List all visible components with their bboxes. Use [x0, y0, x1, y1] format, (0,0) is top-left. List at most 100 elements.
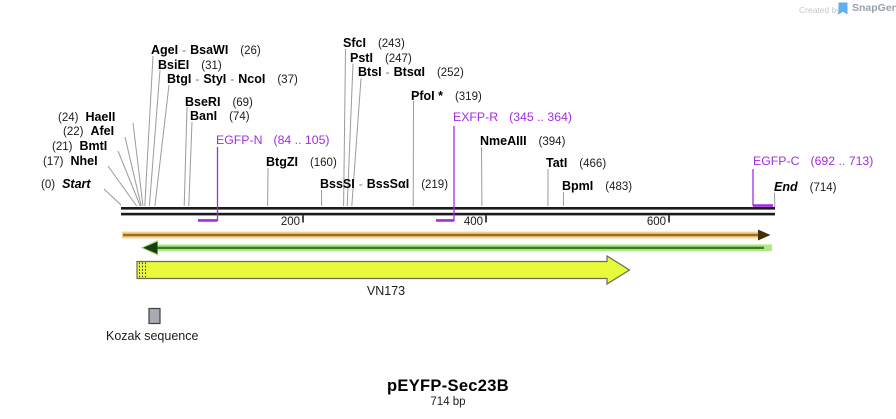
primer-name: EXFP-R — [453, 110, 499, 124]
enzyme-pos: (160) — [309, 157, 337, 169]
enzyme-pos: (37) — [277, 74, 298, 86]
enzyme-pos: (247) — [384, 53, 412, 65]
leader-btgi — [154, 84, 170, 207]
map-start-label: (0) Start — [41, 177, 91, 192]
axis-label-200: 200 — [280, 216, 300, 228]
enzyme-label-btsi-btsai: BtsI - BtsαI (252) — [358, 65, 464, 80]
enzyme-pos: (31) — [201, 60, 222, 72]
enzyme-pos: (17) — [43, 156, 64, 168]
enzyme-label-bseri: BseRI (69) — [185, 95, 253, 110]
enzyme-label-tati: TatI (466) — [546, 156, 606, 171]
enzyme-label-bani: BanI (74) — [190, 109, 250, 124]
enzyme-name: StyI — [203, 72, 227, 86]
enzyme-pos: (466) — [579, 158, 607, 170]
enzyme-label-sfci: SfcI (243) — [343, 36, 405, 51]
enzyme-label-nhei: (17) NheI — [43, 154, 98, 169]
enzyme-name: TatI — [546, 156, 568, 170]
start-name: Start — [62, 177, 91, 191]
kozak-sequence-label: Kozak sequence — [106, 329, 199, 343]
end-pos: (714) — [809, 182, 837, 194]
leader-nhei — [107, 165, 138, 207]
primer-callouts — [198, 126, 773, 222]
enzyme-name: PfoI * — [411, 89, 443, 103]
backbone-top-strand — [121, 207, 775, 210]
enzyme-name: AfeI — [90, 124, 115, 138]
enzyme-label-bsssi-bsssai: BssSI - BssSαI (219) — [320, 177, 448, 192]
primer-name: EGFP-C — [753, 154, 800, 168]
enzyme-name: HaeII — [85, 110, 116, 124]
enzyme-label-btgi-styi-ncoi: BtgI - StyI - NcoI (37) — [167, 72, 298, 87]
enzyme-name: BssSαI — [366, 177, 410, 191]
enzyme-name: PstI — [350, 51, 373, 65]
enzyme-name: BsaWI — [190, 43, 229, 57]
enzyme-label-btgzi: BtgZI (160) — [266, 155, 337, 170]
enzyme-name: BmtI — [79, 139, 108, 153]
enzyme-pos: (21) — [52, 141, 73, 153]
leader-bsiei — [148, 69, 161, 207]
enzyme-name: BtsαI — [393, 65, 425, 79]
leader-start — [103, 188, 122, 206]
enzyme-pos: (26) — [240, 45, 261, 57]
enzyme-label-pfoi: PfoI * (319) — [411, 89, 482, 104]
enzyme-pos: (219) — [421, 179, 449, 191]
axis-label-600: 600 — [646, 216, 666, 228]
vn173-feature-label: VN173 — [366, 284, 406, 298]
enzyme-label-nmeaiii: NmeAIII (394) — [480, 134, 565, 149]
enzyme-pos: (319) — [454, 91, 482, 103]
enzyme-label-bmti: (21) BmtI — [52, 139, 107, 154]
enzyme-label-afei: (22) AfeI — [63, 124, 114, 139]
primer-name: EGFP-N — [216, 133, 263, 147]
leader-bani — [188, 121, 193, 207]
enzyme-name: BtsI — [358, 65, 382, 79]
enzyme-separator: - — [230, 72, 235, 86]
primer-range: (692 .. 713) — [810, 154, 874, 168]
enzyme-pos: (483) — [605, 181, 633, 193]
enzyme-separator: - — [385, 65, 390, 79]
enzyme-label-psti: PstI (247) — [350, 51, 412, 66]
enzyme-pos: (252) — [436, 67, 464, 79]
primer-label-exfp-r: EXFP-R (345 .. 364) — [453, 111, 572, 124]
forward-strand-arrow — [122, 229, 771, 241]
vn173-arrow-shape — [136, 254, 631, 286]
enzyme-name: BanI — [190, 109, 218, 123]
axis-label-400: 400 — [463, 216, 483, 228]
enzyme-name: BpmI — [562, 179, 594, 193]
enzyme-separator: - — [358, 177, 363, 191]
snapgene-flag-shape — [838, 2, 848, 15]
enzyme-pos: (24) — [58, 112, 79, 124]
leader-btsi — [351, 78, 362, 207]
leader-psti — [346, 63, 354, 207]
leader-sfci — [343, 48, 346, 207]
enzyme-separator: - — [195, 72, 200, 86]
plasmid-length: 714 bp — [430, 396, 466, 408]
end-name: End — [774, 180, 798, 194]
enzyme-pos: (22) — [63, 126, 84, 138]
enzyme-name: SfcI — [343, 36, 366, 50]
enzyme-name: NcoI — [238, 72, 266, 86]
snapgene-brand-text: SnapGene — [852, 2, 896, 14]
start-pos: (0) — [41, 179, 56, 191]
snapgene-logo-icon — [838, 2, 848, 15]
map-end-label: End (714) — [774, 180, 836, 195]
created-by-text: Created by — [799, 5, 841, 15]
enzyme-pos: (69) — [232, 97, 253, 109]
enzyme-label-bpmi: BpmI (483) — [562, 179, 632, 194]
kozak-sequence-box — [148, 307, 161, 325]
enzyme-name: BtgZI — [266, 155, 298, 169]
enzyme-name: NmeAIII — [480, 134, 527, 148]
leader-haeii — [132, 122, 144, 207]
enzyme-label-bsiei: BsiEI (31) — [158, 58, 222, 73]
enzyme-label-haeii: (24) HaeII — [58, 110, 115, 125]
leader-bseri — [183, 106, 188, 207]
enzyme-name: BtgI — [167, 72, 192, 86]
enzyme-name: BssSI — [320, 177, 355, 191]
enzyme-separator: - — [182, 43, 187, 57]
forward-arrowhead-icon — [758, 229, 771, 241]
vn173-hatch — [139, 262, 146, 278]
enzyme-name: BseRI — [185, 95, 221, 109]
leader-agei — [144, 55, 154, 207]
enzyme-name: NheI — [70, 154, 98, 168]
leader-bmti — [117, 150, 141, 207]
